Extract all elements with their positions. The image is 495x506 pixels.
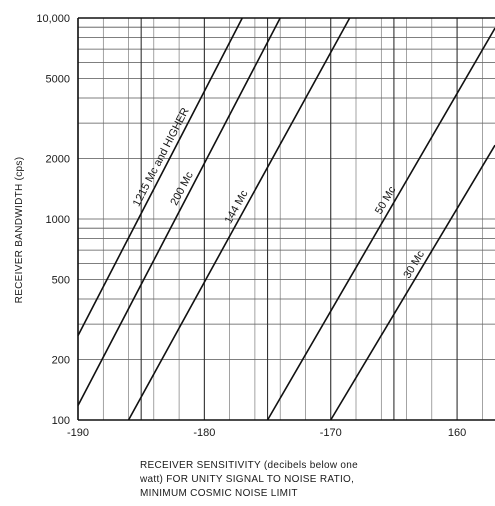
major-grid bbox=[77, 17, 495, 421]
y-tick-label: 500 bbox=[52, 275, 70, 287]
x-axis-label-line-3: MINIMUM COSMIC NOISE LIMIT bbox=[140, 488, 298, 499]
x-axis-label-line-2: watt) FOR UNITY SIGNAL TO NOISE RATIO, bbox=[139, 474, 354, 485]
series-line bbox=[77, 17, 243, 336]
y-tick-label: 200 bbox=[52, 354, 70, 366]
series-line bbox=[77, 17, 281, 406]
series-line bbox=[127, 17, 351, 421]
x-tick-labels: -190 -180 -170 160 bbox=[67, 427, 466, 439]
x-tick-label: -190 bbox=[67, 427, 89, 439]
series-lines bbox=[77, 17, 495, 421]
x-tick-label: 160 bbox=[448, 427, 466, 439]
y-tick-label: 10,000 bbox=[36, 13, 70, 25]
minor-grid bbox=[77, 18, 495, 421]
y-tick-labels: 100 200 500 1000 2000 5000 10,000 bbox=[36, 13, 70, 427]
y-tick-label: 5000 bbox=[46, 74, 70, 86]
x-tick-label: -180 bbox=[193, 427, 215, 439]
x-axis-label-line-1: RECEIVER SENSITIVITY (decibels below one bbox=[140, 460, 358, 471]
y-tick-label: 2000 bbox=[46, 153, 70, 165]
y-tick-label: 1000 bbox=[46, 214, 70, 226]
y-axis-label: RECEIVER BANDWIDTH (cps) bbox=[14, 157, 25, 304]
y-tick-label: 100 bbox=[52, 415, 70, 427]
series-line bbox=[330, 144, 495, 421]
x-tick-label: -170 bbox=[320, 427, 342, 439]
series-line bbox=[266, 27, 495, 421]
